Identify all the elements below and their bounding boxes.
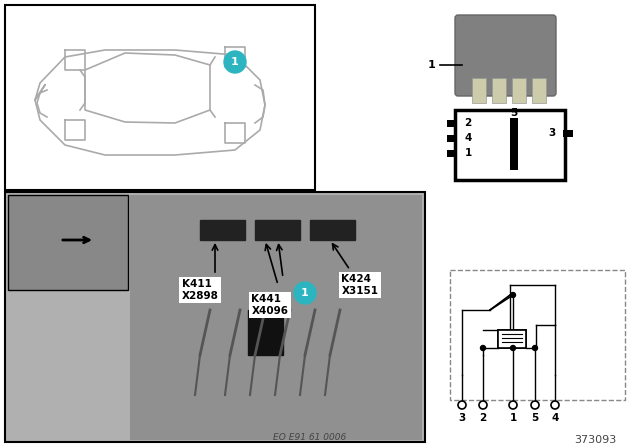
Text: K411
X2898: K411 X2898	[182, 279, 218, 301]
Bar	[563, 130, 573, 137]
Text: K424
X3151: K424 X3151	[342, 274, 378, 296]
Text: K441
X4096: K441 X4096	[252, 294, 289, 316]
Bar	[255, 220, 300, 240]
Bar	[447, 150, 457, 157]
Text: 3: 3	[548, 128, 556, 138]
FancyBboxPatch shape	[455, 15, 556, 96]
Circle shape	[551, 401, 559, 409]
Bar	[248, 310, 283, 355]
Bar	[130, 195, 422, 440]
Bar	[455, 110, 565, 180]
Bar	[472, 78, 486, 103]
Circle shape	[481, 345, 486, 350]
Text: 1: 1	[301, 288, 309, 298]
Text: 5: 5	[510, 108, 518, 118]
Text: 1: 1	[231, 57, 239, 67]
Circle shape	[509, 401, 517, 409]
Bar	[447, 120, 457, 127]
Bar	[5, 5, 315, 190]
Bar	[498, 330, 526, 348]
Text: 373093: 373093	[574, 435, 616, 445]
Circle shape	[458, 401, 466, 409]
Bar	[498, 330, 526, 348]
Circle shape	[511, 345, 515, 350]
Text: 2: 2	[479, 413, 486, 423]
Circle shape	[294, 282, 316, 304]
Text: 5: 5	[531, 413, 539, 423]
Circle shape	[532, 345, 538, 350]
Bar	[512, 78, 526, 103]
Circle shape	[531, 401, 539, 409]
Text: 1: 1	[465, 148, 472, 158]
Bar	[532, 78, 546, 103]
Bar	[5, 192, 425, 442]
Text: 1: 1	[509, 413, 516, 423]
Text: 1: 1	[428, 60, 435, 70]
Text: EO E91 61 0006: EO E91 61 0006	[273, 432, 347, 441]
Text: 4: 4	[551, 413, 559, 423]
Bar	[450, 270, 625, 400]
Bar	[492, 78, 506, 103]
Bar	[200, 220, 245, 240]
Text: 3: 3	[458, 413, 466, 423]
Circle shape	[224, 51, 246, 73]
Bar	[510, 118, 518, 170]
Circle shape	[511, 293, 515, 297]
Bar	[310, 220, 355, 240]
Bar	[8, 195, 128, 290]
Text: 4: 4	[464, 133, 472, 143]
Text: 2: 2	[465, 118, 472, 128]
Circle shape	[479, 401, 487, 409]
Bar	[447, 135, 457, 142]
